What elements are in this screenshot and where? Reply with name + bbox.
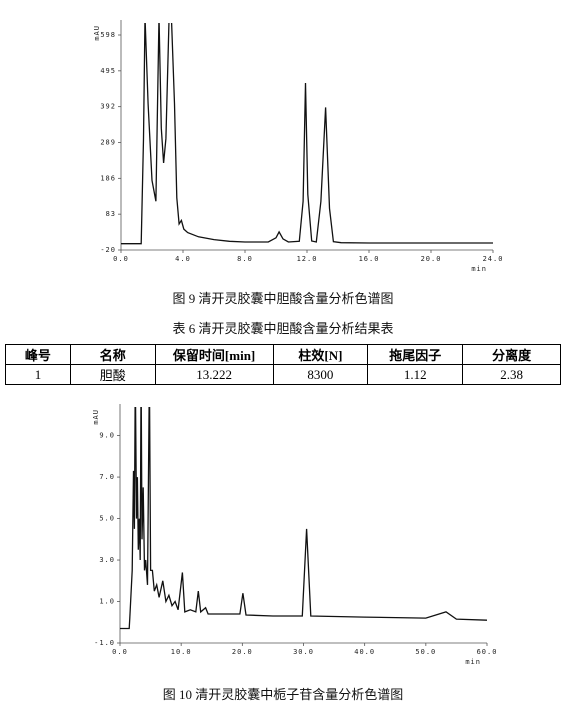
x-tick-label: 10.0 [171,648,192,656]
x-tick-label: 12.0 [297,255,318,263]
y-tick-label: 1.0 [99,598,115,606]
x-tick-label: 24.0 [483,255,504,263]
y-tick-label: 186 [100,174,116,182]
y-tick-label: 83 [106,210,116,218]
x-tick-label: 8.0 [237,255,253,263]
figure-caption: 图 9 清开灵胶囊中胆酸含量分析色谱图 [172,291,394,306]
chromatogram: -20 83 186 289 392 495 598 0.0 4.0 8.0 12.0 16.0 20.… [93,20,504,273]
header-cell: 柱效[N] [272,344,369,365]
x-axis-label: min [471,265,487,273]
header-cell: 分离度 [462,344,561,365]
table-cell: 胆酸 [69,364,156,385]
chromatogram: -1.0 1.0 3.0 5.0 7.0 9.0 0.0 10.0 20.0 30.0 40.0 50… [92,404,498,666]
table-cell: 1.12 [367,364,464,385]
trace [120,407,487,630]
table-cell: 2.38 [462,364,561,385]
y-tick-label: 392 [100,103,116,111]
table-header: 峰号 名称 保留时间[min] 柱效[N] 拖尾因子 分离度 [5,344,561,365]
y-tick-label: -1.0 [94,639,115,647]
x-tick-label: 20.0 [421,255,442,263]
y-tick-label: 7.0 [99,473,115,481]
x-tick-label: 30.0 [293,648,314,656]
table-title: 表 6 清开灵胶囊中胆酸含量分析结果表 [172,321,394,336]
y-axis-label: mAU [93,25,101,41]
trace [121,23,493,245]
y-axis-label: mAU [92,409,100,425]
y-tick-label: 9.0 [99,432,115,440]
x-tick-label: 20.0 [232,648,253,656]
figure-caption: 图 10 清开灵胶囊中栀子苷含量分析色谱图 [162,687,404,702]
header-cell: 拖尾因子 [367,344,464,365]
table-cell: 13.222 [154,364,274,385]
x-tick-label: 60.0 [477,648,498,656]
header-cell: 保留时间[min] [154,344,274,365]
y-tick-label: 3.0 [99,556,115,564]
x-tick-label: 16.0 [359,255,380,263]
x-tick-label: 0.0 [113,255,129,263]
y-tick-label: 598 [100,31,116,39]
x-axis-label: min [465,658,481,666]
x-tick-label: 40.0 [354,648,375,656]
x-tick-label: 0.0 [112,648,128,656]
y-tick-label: 495 [100,67,116,75]
header-cell: 峰号 [5,344,71,365]
table-row: 1 胆酸 13.222 8300 1.12 2.38 [5,364,561,385]
result-table: 峰号 名称 保留时间[min] 柱效[N] 拖尾因子 分离度 1 胆酸 13.222 8300 1… [5,344,561,385]
table-cell: 8300 [272,364,369,385]
y-tick-label: -20 [100,246,116,254]
x-tick-label: 4.0 [175,255,191,263]
y-tick-label: 289 [100,139,116,147]
y-tick-label: 5.0 [99,515,115,523]
x-tick-label: 50.0 [415,648,436,656]
table-cell: 1 [5,364,71,385]
header-cell: 名称 [69,344,156,365]
